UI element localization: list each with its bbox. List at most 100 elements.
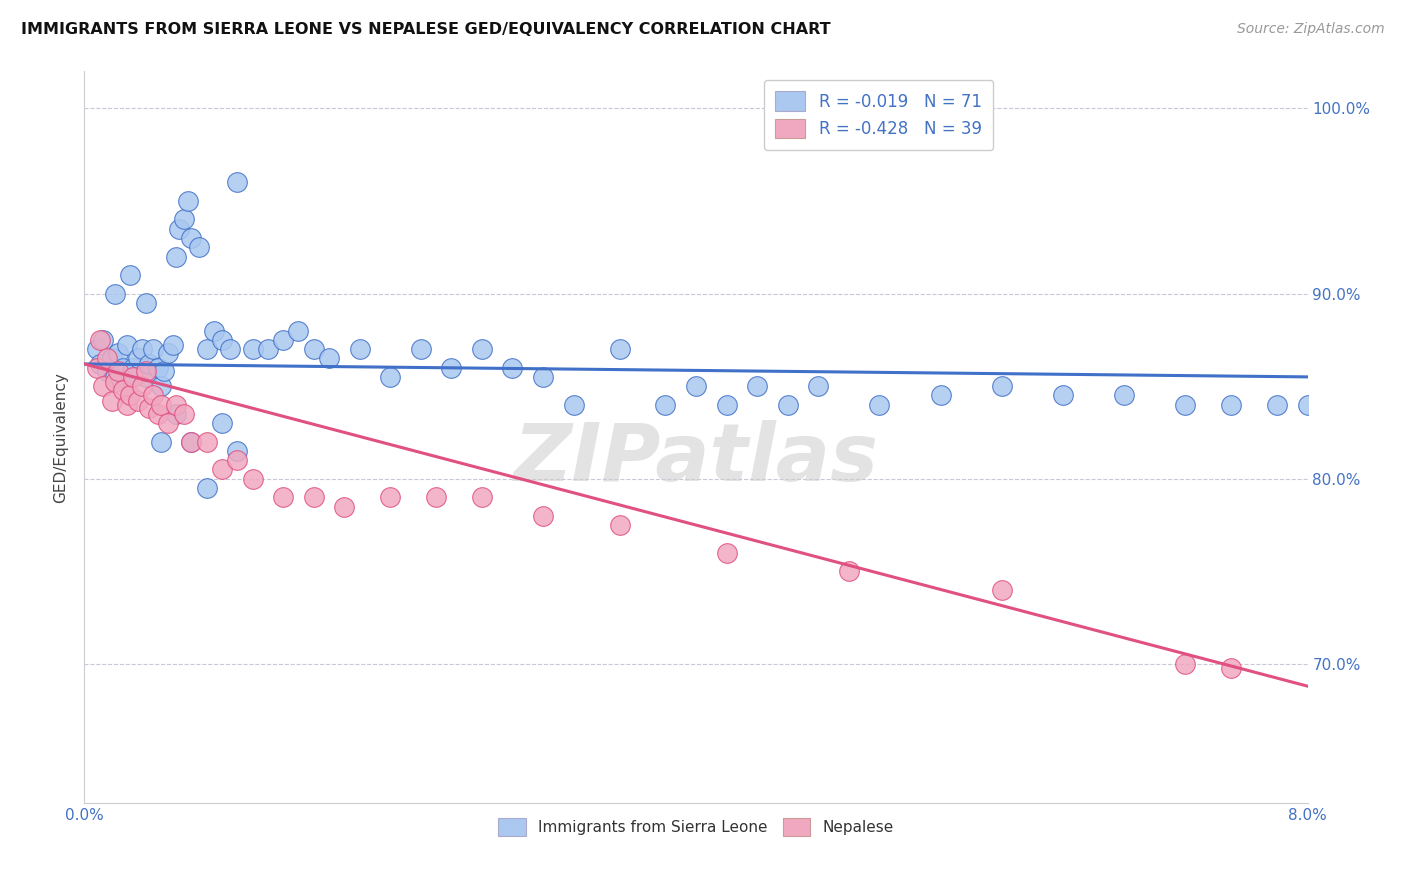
Point xyxy=(86,342,108,356)
Point xyxy=(716,546,738,560)
Point xyxy=(1174,398,1197,412)
Point xyxy=(380,490,402,504)
Point xyxy=(333,500,356,514)
Point xyxy=(146,360,169,375)
Point xyxy=(135,370,157,384)
Point xyxy=(135,364,157,378)
Point xyxy=(157,346,180,360)
Point xyxy=(107,346,129,360)
Point xyxy=(127,394,149,409)
Point xyxy=(838,565,860,579)
Point xyxy=(991,379,1014,393)
Point xyxy=(115,398,138,412)
Point xyxy=(165,398,187,412)
Point xyxy=(531,508,554,523)
Point xyxy=(149,434,172,449)
Point xyxy=(562,398,585,412)
Legend: Immigrants from Sierra Leone, Nepalese: Immigrants from Sierra Leone, Nepalese xyxy=(488,807,904,847)
Point xyxy=(195,481,218,495)
Point xyxy=(120,388,142,402)
Point xyxy=(1265,398,1288,412)
Point xyxy=(226,453,249,467)
Point xyxy=(776,398,799,412)
Point xyxy=(242,472,264,486)
Point xyxy=(218,342,240,356)
Point xyxy=(257,342,280,356)
Point xyxy=(380,370,402,384)
Point xyxy=(211,333,233,347)
Point xyxy=(425,490,447,504)
Point xyxy=(531,370,554,384)
Point xyxy=(86,360,108,375)
Text: IMMIGRANTS FROM SIERRA LEONE VS NEPALESE GED/EQUIVALENCY CORRELATION CHART: IMMIGRANTS FROM SIERRA LEONE VS NEPALESE… xyxy=(21,22,831,37)
Point xyxy=(120,268,142,282)
Point xyxy=(138,401,160,416)
Point xyxy=(177,194,200,208)
Point xyxy=(188,240,211,254)
Point xyxy=(120,370,142,384)
Point xyxy=(96,364,118,378)
Point xyxy=(101,351,124,366)
Point xyxy=(609,518,631,533)
Point xyxy=(89,357,111,371)
Point xyxy=(91,379,114,393)
Point xyxy=(89,333,111,347)
Text: ZIPatlas: ZIPatlas xyxy=(513,420,879,498)
Point xyxy=(180,231,202,245)
Point xyxy=(202,324,225,338)
Point xyxy=(111,360,134,375)
Point xyxy=(1174,657,1197,671)
Point xyxy=(242,342,264,356)
Point xyxy=(165,250,187,264)
Point xyxy=(302,342,325,356)
Point xyxy=(302,490,325,504)
Point xyxy=(180,434,202,449)
Point xyxy=(502,360,524,375)
Point xyxy=(101,394,124,409)
Point xyxy=(142,342,165,356)
Y-axis label: GED/Equivalency: GED/Equivalency xyxy=(53,372,69,502)
Point xyxy=(1052,388,1074,402)
Point xyxy=(115,338,138,352)
Point xyxy=(654,398,676,412)
Point xyxy=(173,407,195,421)
Point xyxy=(211,416,233,430)
Point xyxy=(165,407,187,421)
Point xyxy=(287,324,309,338)
Point xyxy=(271,490,294,504)
Point xyxy=(167,221,190,235)
Point xyxy=(609,342,631,356)
Point xyxy=(685,379,707,393)
Point xyxy=(471,342,494,356)
Point xyxy=(122,360,145,375)
Point xyxy=(173,212,195,227)
Point xyxy=(271,333,294,347)
Point xyxy=(807,379,830,393)
Point xyxy=(716,398,738,412)
Point xyxy=(1220,398,1243,412)
Text: Source: ZipAtlas.com: Source: ZipAtlas.com xyxy=(1237,22,1385,37)
Point xyxy=(122,370,145,384)
Point xyxy=(127,351,149,366)
Point xyxy=(409,342,432,356)
Point xyxy=(195,434,218,449)
Point xyxy=(991,582,1014,597)
Point xyxy=(107,364,129,378)
Point xyxy=(157,416,180,430)
Point xyxy=(135,295,157,310)
Point xyxy=(226,176,249,190)
Point xyxy=(104,286,127,301)
Point xyxy=(869,398,891,412)
Point xyxy=(104,376,127,390)
Point xyxy=(180,434,202,449)
Point xyxy=(318,351,340,366)
Point xyxy=(96,351,118,366)
Point xyxy=(1296,398,1319,412)
Point xyxy=(471,490,494,504)
Point xyxy=(111,383,134,397)
Point xyxy=(211,462,233,476)
Point xyxy=(747,379,769,393)
Point xyxy=(1220,660,1243,674)
Point xyxy=(226,444,249,458)
Point xyxy=(1114,388,1136,402)
